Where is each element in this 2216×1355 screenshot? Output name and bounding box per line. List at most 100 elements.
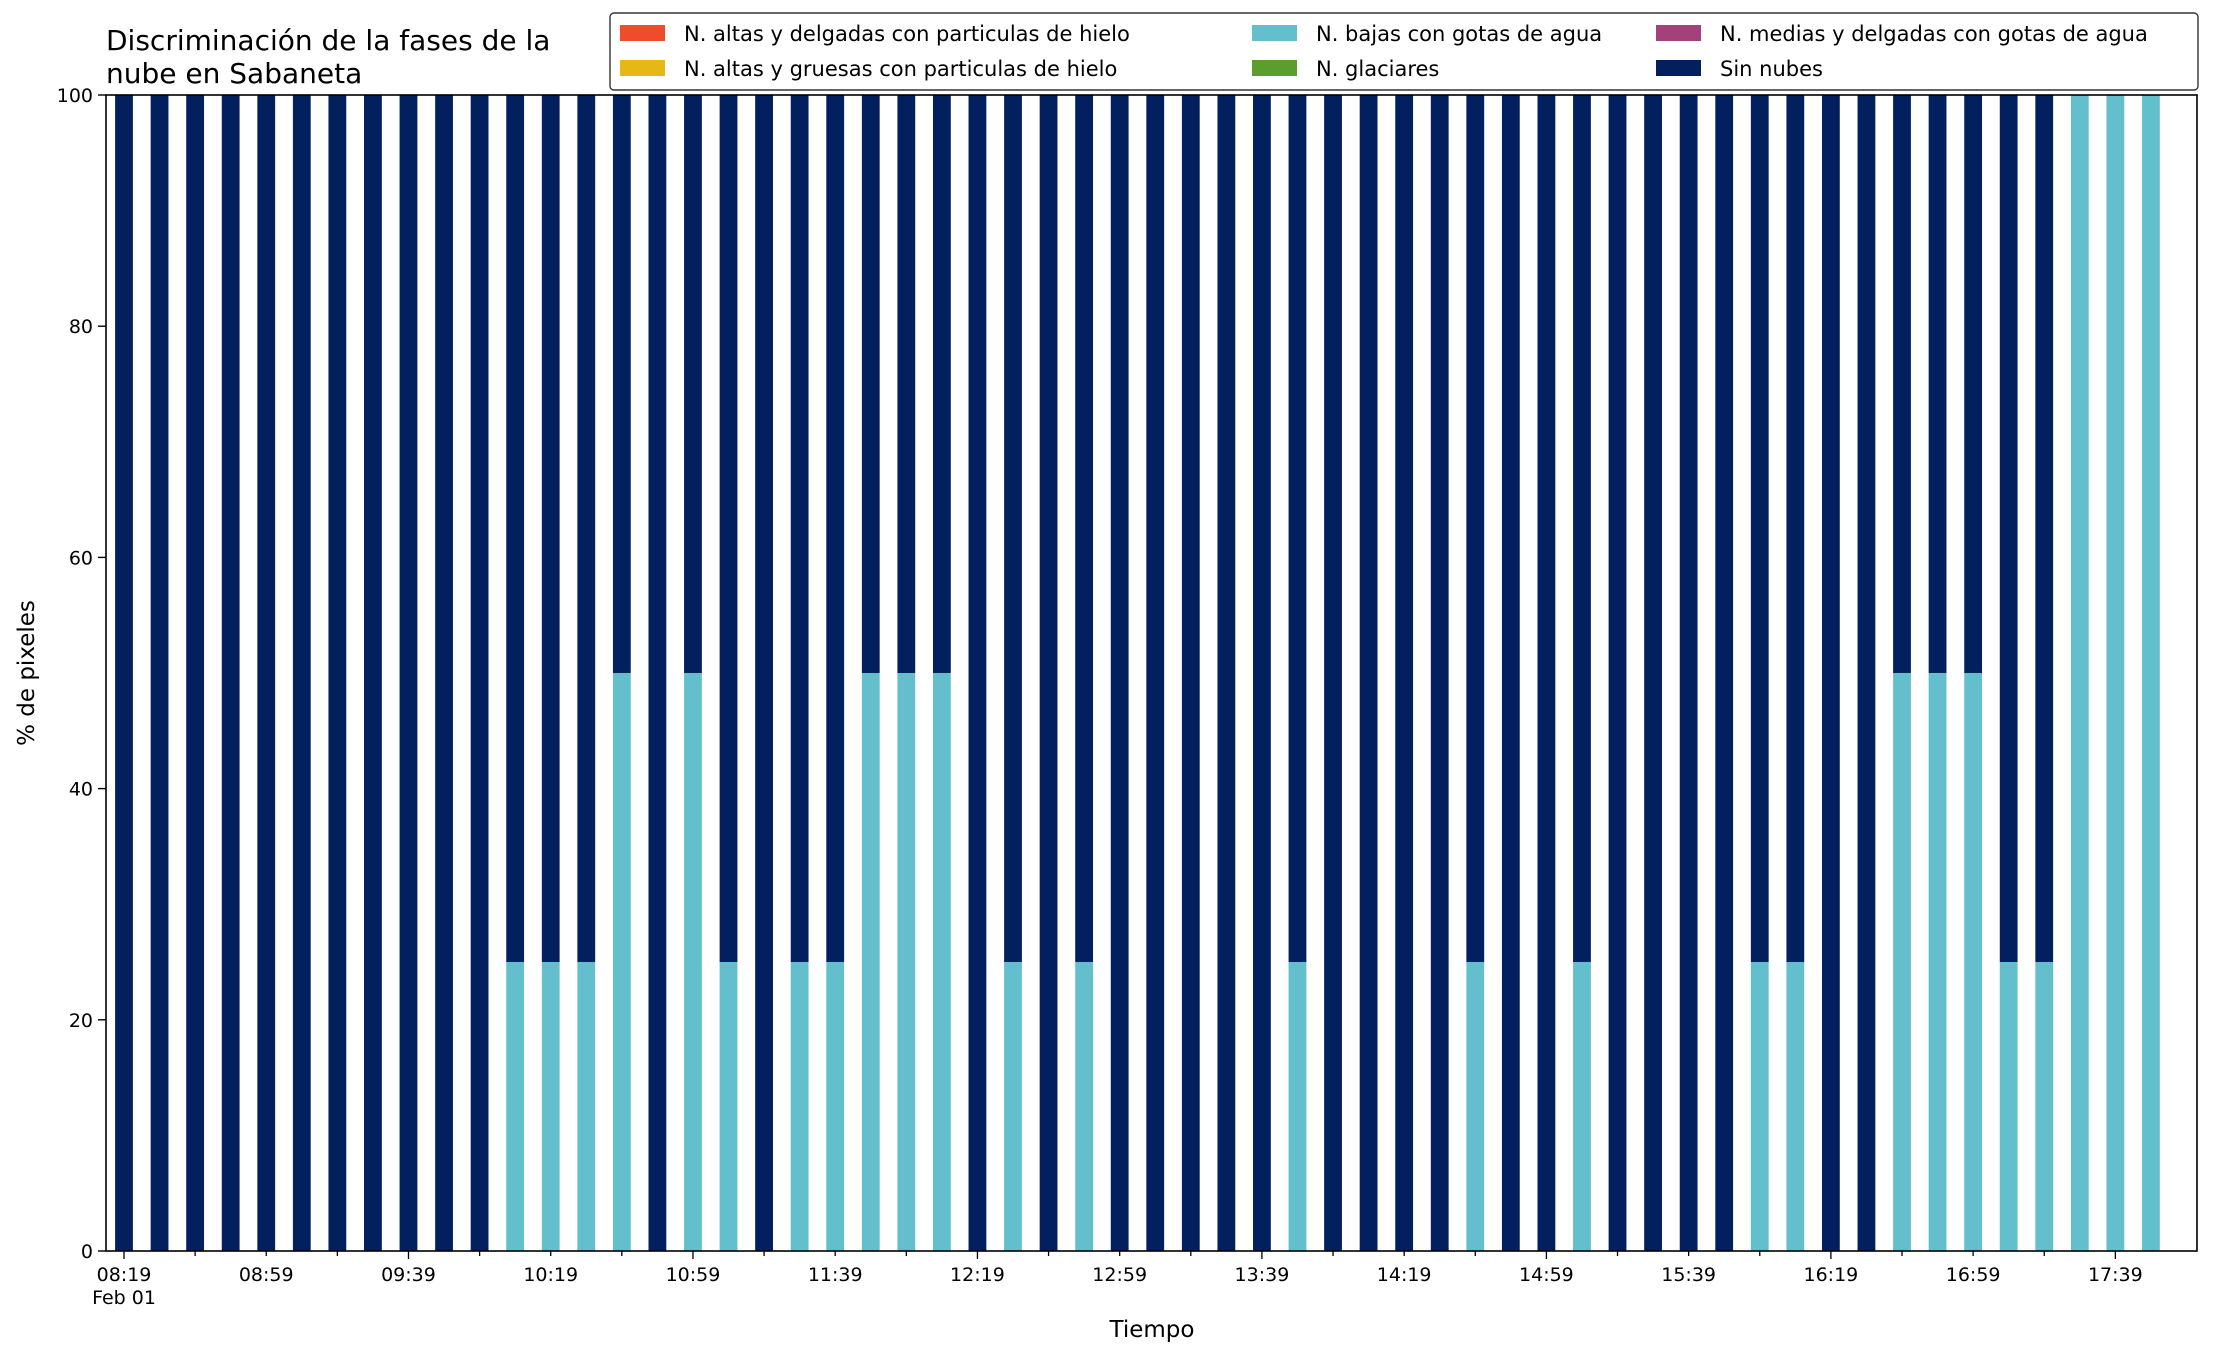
y-tick-label: 100	[57, 85, 93, 107]
bar-segment	[2142, 95, 2160, 1251]
legend-swatch	[1656, 60, 1701, 76]
bar-segment	[364, 95, 382, 1251]
legend-label: N. glaciares	[1316, 57, 1439, 81]
x-tick-label: 08:59	[239, 1264, 294, 1286]
bar-segment	[1964, 95, 1983, 673]
bar-segment	[506, 95, 525, 962]
legend-swatch	[1252, 25, 1297, 41]
legend-label: Sin nubes	[1720, 57, 1823, 81]
bar-segment	[2035, 95, 2054, 962]
bar-segment	[1217, 95, 1236, 1251]
bar-segment	[541, 962, 560, 1251]
bar-segment	[1288, 962, 1307, 1251]
y-tick-label: 40	[69, 779, 93, 801]
bar-segment	[1146, 95, 1165, 1251]
bar-segment	[1075, 95, 1094, 962]
x-tick-label: 10:19	[523, 1264, 578, 1286]
bar-segment	[790, 962, 809, 1251]
bar-segment	[1750, 962, 1769, 1251]
bar-segment	[684, 673, 702, 1251]
bar-segment	[648, 95, 667, 1251]
y-axis-label: % de pixeles	[14, 600, 40, 746]
bar-segment	[612, 673, 631, 1251]
plot-frame	[105, 94, 2198, 1252]
legend-swatch	[620, 25, 665, 41]
bar-segment	[399, 95, 418, 1251]
bar-segment	[1537, 95, 1556, 1251]
bar-segment	[1786, 95, 1805, 962]
bar-segment	[1181, 95, 1200, 1251]
bar-segment	[1004, 95, 1022, 962]
bar-segment	[470, 95, 489, 1251]
bar-segment	[1999, 95, 2018, 962]
bar-segment	[612, 95, 631, 673]
bar-segment	[861, 673, 880, 1251]
bar-segment	[150, 95, 169, 1251]
bar-segment	[115, 95, 133, 1251]
bar-segment	[1750, 95, 1769, 962]
legend-swatch	[620, 60, 665, 76]
bar-segment	[932, 95, 951, 673]
x-tick-label: 16:19	[1803, 1264, 1858, 1286]
bar-segment	[1501, 95, 1520, 1251]
bar-segment	[1608, 95, 1627, 1251]
bar-segment	[221, 95, 240, 1251]
bar-segment	[1679, 95, 1698, 1251]
y-axis: 0 20 40 60 80 100	[57, 85, 106, 1263]
x-tick-label: 12:59	[1092, 1264, 1147, 1286]
legend-label: N. medias y delgadas con gotas de agua	[1720, 22, 2148, 46]
bar-segment	[1324, 95, 1342, 1251]
bar-segment	[826, 95, 845, 962]
bar-segment	[1644, 95, 1662, 1251]
x-tick-label: 14:19	[1377, 1264, 1432, 1286]
bar-segment	[577, 962, 596, 1251]
x-axis-label: Tiempo	[1109, 1317, 1195, 1343]
legend-swatch	[1252, 60, 1297, 76]
bar-segment	[826, 962, 845, 1251]
legend-label: N. altas y gruesas con particulas de hie…	[684, 57, 1117, 81]
bar-segment	[1039, 95, 1058, 1251]
bar-segment	[1075, 962, 1094, 1251]
bar-segment	[2106, 95, 2125, 1251]
bar-segment	[1821, 95, 1840, 1251]
bar-segment	[1893, 673, 1911, 1251]
bar-segment	[1359, 95, 1378, 1251]
x-tick-label: 11:39	[808, 1264, 863, 1286]
bar-segment	[257, 95, 276, 1251]
bar-segment	[1964, 673, 1983, 1251]
x-tick-label: 13:39	[1235, 1264, 1290, 1286]
y-tick-label: 80	[69, 316, 93, 338]
bar-segment	[506, 962, 525, 1251]
x-tick-label: 10:59	[666, 1264, 721, 1286]
legend-swatch	[1656, 25, 1701, 41]
bar-segment	[1928, 95, 1947, 673]
bar-segment	[435, 95, 453, 1251]
x-tick-label: 17:39	[2088, 1264, 2143, 1286]
bar-segment	[932, 673, 951, 1251]
bar-segment	[1893, 95, 1911, 673]
bar-segment	[2035, 962, 2054, 1251]
bar-segment	[1999, 962, 2018, 1251]
bar-segment	[328, 95, 347, 1251]
chart-title-line-2: nube en Sabaneta	[106, 57, 362, 90]
bar-segment	[1430, 95, 1449, 1251]
legend-label: N. bajas con gotas de agua	[1316, 22, 1602, 46]
y-tick-label: 20	[69, 1010, 93, 1032]
bar-segment	[1395, 95, 1414, 1251]
bars-layer	[115, 95, 2160, 1251]
bar-segment	[292, 95, 311, 1251]
x-tick-label: 12:19	[950, 1264, 1005, 1286]
bar-segment	[1466, 95, 1485, 962]
x-tick-label: 09:39	[381, 1264, 436, 1286]
bar-segment	[684, 95, 702, 673]
bar-segment	[1253, 95, 1271, 1251]
x-tick-label: 14:59	[1519, 1264, 1574, 1286]
legend-frame	[609, 12, 2199, 91]
bar-segment	[1004, 962, 1022, 1251]
x-tick-label: 08:19	[97, 1264, 152, 1286]
y-tick-label: 0	[81, 1241, 93, 1263]
x-tick-label: 16:59	[1946, 1264, 2001, 1286]
bar-segment	[861, 95, 880, 673]
x-tick-label: 15:39	[1661, 1264, 1716, 1286]
